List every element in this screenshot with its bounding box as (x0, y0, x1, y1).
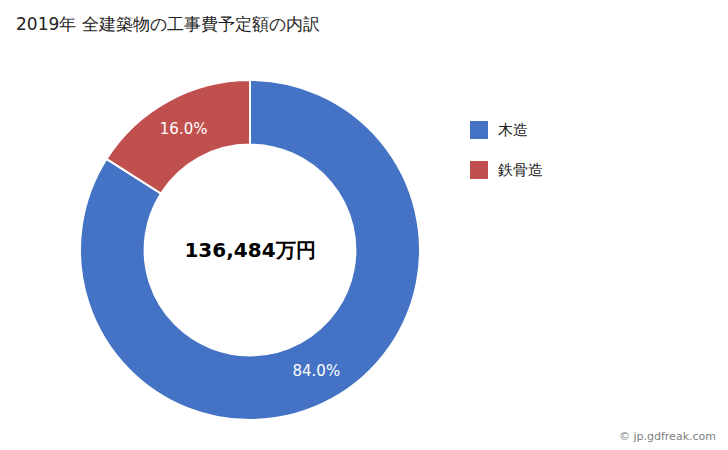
background (0, 0, 728, 450)
center-text: 136,484万円 (184, 238, 315, 262)
title: 2019年 全建築物の工事費予定額の内訳 (16, 14, 320, 34)
legend: 木造鉄骨造 (470, 121, 543, 179)
legend-swatch (470, 161, 488, 179)
chart-container: 2019年 全建築物の工事費予定額の内訳 84.0% 16.0% 136,484万円 ©… (0, 0, 728, 450)
data-labels: 84.0% 16.0% (160, 120, 340, 379)
legend-swatch (470, 121, 488, 139)
data-label: 16.0% (160, 120, 208, 138)
chart-svg: 2019年 全建築物の工事費予定額の内訳 84.0% 16.0% 136,484万円 ©… (0, 0, 728, 450)
watermark: © jp.gdfreak.com (619, 430, 716, 443)
donut-slice (80, 80, 420, 420)
data-label: 84.0% (293, 362, 341, 380)
legend-label: 木造 (498, 121, 528, 139)
donut-slice (106, 80, 250, 194)
slices (80, 80, 420, 420)
legend-label: 鉄骨造 (498, 161, 543, 179)
